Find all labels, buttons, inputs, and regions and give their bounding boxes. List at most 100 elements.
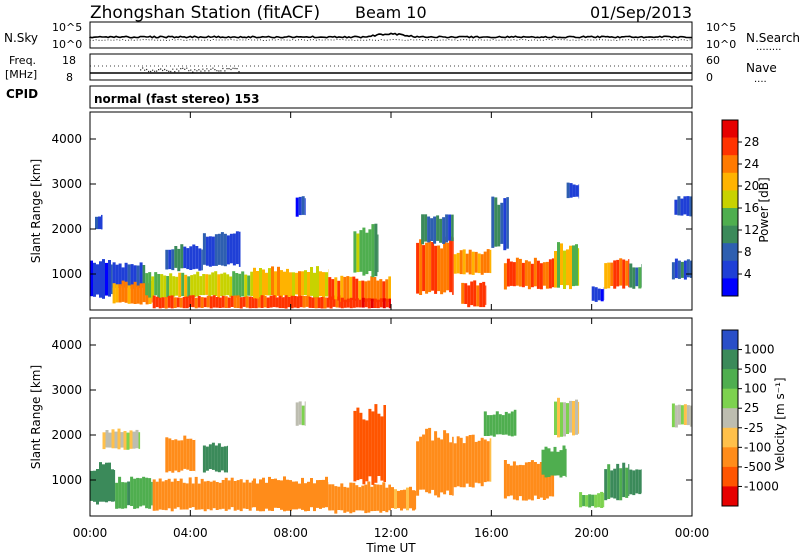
heatmap-cell — [541, 449, 545, 475]
heatmap-cell — [557, 242, 560, 288]
heatmap-cell — [217, 443, 221, 473]
heatmap-cell — [340, 297, 344, 309]
heatmap-cell — [295, 481, 298, 510]
heatmap-cell — [686, 405, 690, 426]
heatmap-cell — [349, 297, 353, 309]
heatmap-cell — [335, 296, 339, 308]
heatmap-cell — [296, 296, 300, 309]
heatmap-cell — [102, 259, 105, 299]
heatmap-cell — [200, 478, 204, 510]
heatmap-cell — [536, 463, 540, 499]
heatmap-cell — [218, 482, 222, 510]
cpid-panel — [89, 85, 693, 109]
heatmap-cell — [328, 277, 332, 300]
heatmap-cell — [468, 249, 472, 275]
heatmap-cell — [439, 218, 443, 243]
heatmap-cell — [553, 446, 557, 476]
heatmap-cell — [251, 480, 253, 508]
heatmap-cell — [403, 489, 406, 509]
colorbar-tick-label: 16 — [744, 201, 759, 215]
heatmap-cell — [160, 274, 164, 298]
heatmap-cell — [530, 263, 534, 288]
heatmap-cell — [191, 483, 195, 508]
heatmap-cell — [212, 480, 216, 509]
heatmap-cell — [560, 402, 563, 437]
heatmap-cell — [284, 295, 288, 309]
heatmap-cell — [364, 281, 368, 302]
y-tick-label: 4000 — [51, 132, 82, 146]
heatmap-cell — [158, 478, 162, 510]
heatmap-cell — [320, 297, 324, 309]
heatmap-cell — [371, 224, 375, 278]
heatmap-cell — [124, 262, 128, 288]
heatmap-cell — [433, 216, 437, 244]
heatmap-cell — [202, 233, 206, 265]
heatmap-cell — [304, 483, 307, 512]
heatmap-cell — [374, 404, 378, 483]
heatmap-cell — [604, 469, 608, 501]
heatmap-cell — [510, 411, 514, 437]
y-tick-label: 2000 — [51, 222, 82, 236]
heatmap-cell — [215, 297, 219, 308]
heatmap-cell — [422, 434, 426, 490]
heatmap-cell — [379, 279, 383, 302]
heatmap-cell — [235, 231, 239, 265]
heatmap-cell — [202, 274, 206, 296]
heatmap-cell — [289, 480, 292, 511]
nsky-tick-top: 10^5 — [52, 21, 82, 34]
heatmap-cell — [379, 298, 383, 308]
heatmap-cell — [603, 492, 605, 508]
nsearch-tick-top: 10^5 — [706, 21, 736, 34]
heatmap-cell — [474, 441, 478, 483]
heatmap-cell — [180, 244, 184, 269]
heatmap-cell — [211, 442, 215, 470]
heatmap-cell — [591, 494, 595, 507]
heatmap-cell — [578, 184, 580, 199]
colorbar-tick-label: -25 — [744, 421, 764, 435]
heatmap-cell — [482, 281, 486, 308]
heatmap-cell — [629, 469, 633, 495]
heatmap-cell — [533, 462, 537, 496]
heatmap-cell — [133, 478, 137, 509]
heatmap-cell — [539, 263, 543, 290]
heatmap-cell — [356, 407, 360, 481]
y-tick-label: 1000 — [51, 473, 82, 487]
y-tick-label: 4000 — [51, 338, 82, 352]
colorbar-tick-label: 1000 — [744, 343, 775, 357]
heatmap-cell — [518, 258, 522, 287]
heatmap-cell — [269, 295, 273, 308]
heatmap-cell — [446, 242, 450, 291]
heatmap-cell — [613, 260, 617, 289]
heatmap-cell — [311, 297, 315, 308]
heatmap-cell — [459, 437, 463, 488]
heatmap-cell — [183, 435, 187, 469]
velocity-colorbar: 1000 500 100 25 -25 -100 -500 -1000 — [721, 329, 779, 507]
heatmap-cell — [477, 253, 481, 274]
heatmap-cell — [625, 467, 629, 498]
x-tick-label: 00:00 — [675, 526, 710, 540]
heatmap-cell — [377, 413, 381, 476]
heatmap-cell — [554, 401, 557, 435]
heatmap-cell — [527, 462, 531, 500]
heatmap-cell — [93, 470, 96, 502]
heatmap-cell — [638, 469, 642, 495]
colorbar-tick-label: 4 — [744, 267, 752, 281]
heatmap-cell — [367, 280, 371, 302]
nave-label: Nave — [746, 61, 777, 75]
heatmap-cell — [524, 462, 528, 501]
colorbar-swatch — [722, 137, 738, 156]
heatmap-cell — [370, 486, 374, 512]
heatmap-cell — [217, 274, 221, 298]
heatmap-cell — [102, 432, 106, 450]
heatmap-cell — [136, 285, 140, 304]
heatmap-cell — [174, 246, 178, 268]
heatmap-cell — [379, 484, 383, 513]
heatmap-cell — [641, 469, 642, 493]
heatmap-cell — [578, 401, 580, 434]
freq-scatter — [140, 67, 241, 73]
heatmap-cell — [425, 242, 429, 294]
heatmap-cell — [136, 477, 140, 509]
heatmap-cell — [462, 249, 466, 275]
heatmap-cell — [174, 439, 178, 471]
heatmap-cell — [503, 198, 507, 251]
